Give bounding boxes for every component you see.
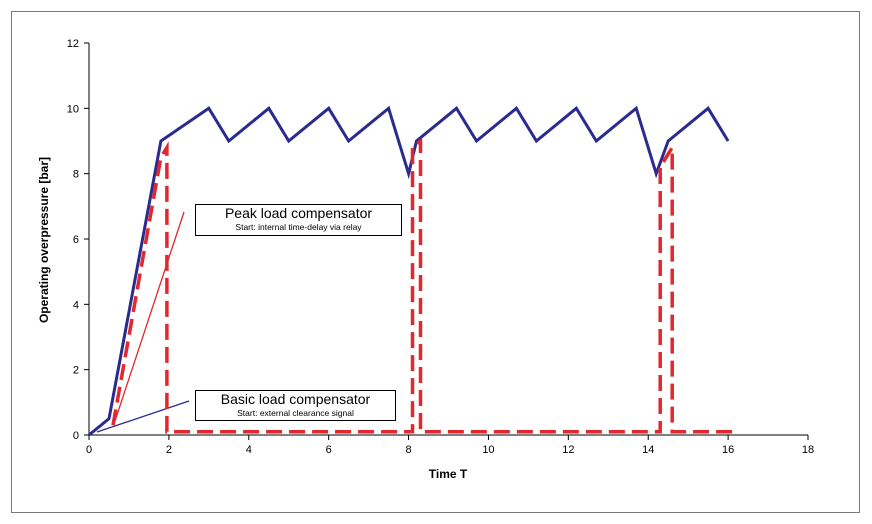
y-tick-label: 4 xyxy=(73,299,79,311)
x-tick-label: 2 xyxy=(166,444,172,456)
x-tick-label: 18 xyxy=(802,444,814,456)
x-tick-label: 4 xyxy=(246,444,252,456)
x-tick-label: 8 xyxy=(405,444,411,456)
series-layer xyxy=(88,105,737,437)
x-tick-label: 0 xyxy=(86,444,92,456)
peak-load-leader-line xyxy=(113,211,185,425)
x-tick-label: 10 xyxy=(482,444,494,456)
y-axis-title: Operating overpressure [bar] xyxy=(37,157,51,323)
y-tick-label: 2 xyxy=(73,365,79,377)
basic-load-series-line xyxy=(88,105,730,437)
x-axis: 0 2 4 6 8 10 12 14 16 18 xyxy=(86,434,814,456)
y-tick-label: 6 xyxy=(73,234,79,246)
y-tick-label: 8 xyxy=(73,169,79,181)
x-tick-label: 12 xyxy=(562,444,574,456)
x-tick-label: 6 xyxy=(326,444,332,456)
chart-frame xyxy=(11,11,860,513)
y-tick-label: 10 xyxy=(67,103,79,115)
y-tick-label: 0 xyxy=(73,430,79,442)
annotation-leaders xyxy=(96,211,190,433)
peak-load-subtitle: Start: internal time-delay via relay xyxy=(235,222,362,232)
peak-load-annotation: Peak load compensator Start: internal ti… xyxy=(195,204,402,236)
y-tick-label: 12 xyxy=(67,38,79,50)
peak-load-title: Peak load compensator xyxy=(224,205,373,221)
basic-load-annotation: Basic load compensator Start: external c… xyxy=(195,390,396,421)
basic-load-leader-line xyxy=(96,400,190,433)
y-axis: 0 2 4 6 8 10 12 xyxy=(67,38,90,442)
basic-load-subtitle: Start: external clearance signal xyxy=(237,408,354,418)
x-tick-label: 16 xyxy=(722,444,734,456)
x-axis-title: Time T xyxy=(429,467,468,481)
peak-load-series-line xyxy=(111,137,737,434)
x-tick-label: 14 xyxy=(642,444,654,456)
basic-load-title: Basic load compensator xyxy=(220,391,371,407)
